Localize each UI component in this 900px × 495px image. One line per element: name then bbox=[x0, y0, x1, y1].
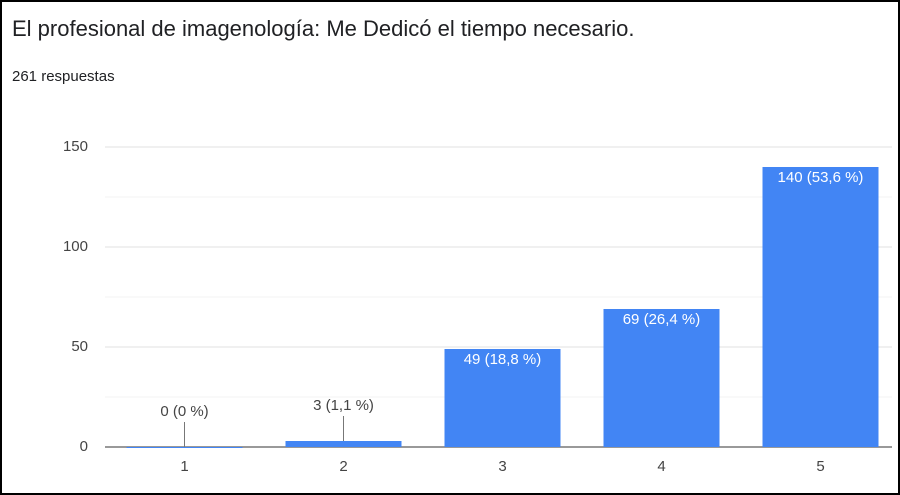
data-label: 140 (53,6 %) bbox=[778, 169, 864, 186]
y-tick-label: 150 bbox=[63, 138, 88, 155]
bar bbox=[762, 167, 879, 447]
y-tick-label: 100 bbox=[63, 238, 88, 255]
bar bbox=[285, 441, 402, 447]
data-label: 49 (18,8 %) bbox=[464, 351, 542, 368]
chart-title: El profesional de imagenología: Me Dedic… bbox=[12, 16, 634, 41]
x-tick-label: 5 bbox=[816, 458, 824, 475]
y-tick-label: 0 bbox=[80, 438, 88, 455]
x-tick-label: 4 bbox=[657, 458, 665, 475]
x-tick-label: 2 bbox=[339, 458, 347, 475]
bar bbox=[126, 447, 243, 448]
x-tick-label: 3 bbox=[498, 458, 506, 475]
chart-subtitle: 261 respuestas bbox=[12, 68, 115, 85]
data-label: 3 (1,1 %) bbox=[313, 397, 374, 414]
bar bbox=[444, 349, 561, 447]
y-tick-label: 50 bbox=[71, 338, 88, 355]
data-label: 69 (26,4 %) bbox=[623, 311, 701, 328]
data-label: 0 (0 %) bbox=[160, 403, 208, 420]
bar bbox=[603, 309, 720, 447]
x-tick-label: 1 bbox=[180, 458, 188, 475]
